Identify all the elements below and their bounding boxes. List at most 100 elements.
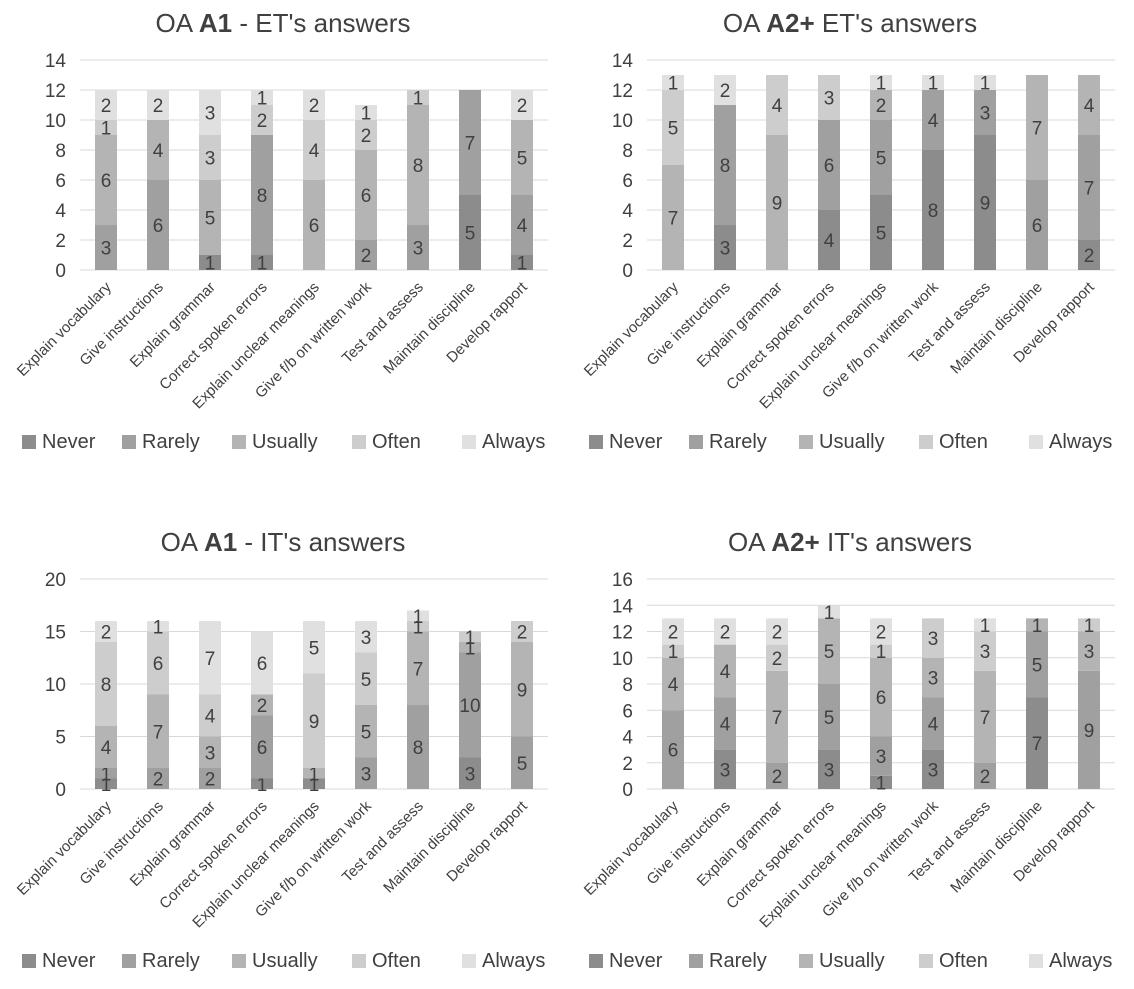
data-label: 6 xyxy=(876,688,887,709)
bar-segment-usually xyxy=(766,135,788,270)
data-label: 1 xyxy=(413,607,424,628)
bar-segment-rarely xyxy=(714,105,736,225)
bar-segment-rarely xyxy=(459,90,481,195)
data-label: 7 xyxy=(413,659,424,680)
bar-segment-usually xyxy=(355,150,377,240)
bar-segment-usually xyxy=(1026,75,1048,180)
bar-segment-never xyxy=(459,195,481,270)
bar-segment-always xyxy=(95,90,117,120)
legend-label: Always xyxy=(482,431,545,453)
data-label: 4 xyxy=(720,662,731,683)
data-label: 1 xyxy=(257,254,268,275)
data-label: 1 xyxy=(668,642,679,663)
bar-segment-rarely xyxy=(818,120,840,210)
bar-segment-never xyxy=(870,195,892,270)
data-label: 2 xyxy=(720,81,731,102)
data-label: 3 xyxy=(101,239,112,260)
data-label: 1 xyxy=(980,616,991,637)
bar-segment-always xyxy=(766,618,788,645)
legend-swatch xyxy=(1029,435,1043,449)
chart-title: OA A1 - IT's answers xyxy=(161,527,406,557)
bar-segment-always xyxy=(714,618,736,645)
data-label: 7 xyxy=(205,649,216,670)
bar-segment-always xyxy=(95,621,117,642)
y-tick-label: 4 xyxy=(622,728,633,749)
legend-label: Always xyxy=(482,950,545,972)
x-category-label: Maintain discipline xyxy=(947,798,1046,897)
data-label: 5 xyxy=(205,209,216,230)
data-label: 2 xyxy=(257,111,268,132)
data-label: 4 xyxy=(668,675,679,696)
chart-title-part: OA xyxy=(728,527,771,557)
bar-segment-never xyxy=(511,255,533,270)
data-label: 6 xyxy=(668,741,679,762)
bar-segment-rarely xyxy=(147,768,169,789)
y-tick-label: 6 xyxy=(622,171,633,192)
data-label: 3 xyxy=(465,764,476,785)
data-label: 1 xyxy=(413,89,424,110)
y-tick-label: 0 xyxy=(55,780,66,801)
bar-segment-never xyxy=(1078,240,1100,270)
bar-segment-often xyxy=(662,90,684,165)
bar-segment-rarely xyxy=(1078,670,1100,789)
data-label: 6 xyxy=(101,171,112,192)
bar-segment-rarely xyxy=(1026,180,1048,270)
bar-segment-often xyxy=(147,631,169,695)
legend-label: Usually xyxy=(819,431,885,453)
y-tick-label: 6 xyxy=(622,701,633,722)
legend-swatch xyxy=(122,954,136,968)
data-label: 1 xyxy=(980,74,991,95)
data-label: 7 xyxy=(1032,734,1043,755)
legend-label: Usually xyxy=(252,431,318,453)
chart-title-part: A2+ xyxy=(766,8,814,38)
bar-segment-never xyxy=(922,150,944,270)
bar-segment-usually xyxy=(662,165,684,270)
bar-segment-usually xyxy=(303,768,325,779)
data-label: 6 xyxy=(824,156,835,177)
data-label: 4 xyxy=(720,714,731,735)
y-tick-label: 12 xyxy=(612,81,633,102)
bar-segment-often xyxy=(766,75,788,135)
bar-segment-often xyxy=(766,644,788,671)
legend-label: Always xyxy=(1049,431,1112,453)
data-label: 2 xyxy=(361,126,372,147)
bar-segment-rarely xyxy=(870,736,892,776)
bar-segment-often xyxy=(355,652,377,705)
y-tick-label: 10 xyxy=(612,649,633,670)
y-tick-label: 4 xyxy=(55,201,66,222)
data-label: 2 xyxy=(101,96,112,117)
data-label: 2 xyxy=(668,623,679,644)
y-tick-label: 8 xyxy=(622,675,633,696)
legend-label: Never xyxy=(42,431,96,453)
data-label: 3 xyxy=(361,628,372,649)
data-label: 6 xyxy=(153,216,164,237)
bar-segment-always xyxy=(870,618,892,645)
legend-swatch xyxy=(799,954,813,968)
bar-segment-rarely xyxy=(95,225,117,270)
bar-segment-always xyxy=(199,90,221,135)
bar-segment-always xyxy=(303,90,325,120)
data-label: 3 xyxy=(928,668,939,689)
data-label: 10 xyxy=(459,696,480,717)
data-label: 5 xyxy=(824,642,835,663)
data-label: 2 xyxy=(517,623,528,644)
legend-swatch xyxy=(22,435,36,449)
bar-segment-never xyxy=(459,757,481,789)
data-label: 1 xyxy=(876,642,887,663)
chart-title-part: A2+ xyxy=(771,527,819,557)
bar-segment-always xyxy=(922,75,944,90)
data-label: 7 xyxy=(772,708,783,729)
legend-swatch xyxy=(919,435,933,449)
data-label: 9 xyxy=(1084,721,1095,742)
data-label: 2 xyxy=(876,623,887,644)
data-label: 2 xyxy=(309,96,320,117)
chart-title-part: ET's answers xyxy=(815,8,977,38)
bar-segment-always xyxy=(662,618,684,645)
bar-segment-often xyxy=(95,642,117,726)
chart-title-part: A1 xyxy=(199,8,232,38)
x-category-label: Maintain discipline xyxy=(380,279,479,378)
data-label: 1 xyxy=(1032,616,1043,637)
legend-swatch xyxy=(799,435,813,449)
bar-segment-usually xyxy=(922,657,944,698)
bar-segment-usually xyxy=(355,705,377,758)
